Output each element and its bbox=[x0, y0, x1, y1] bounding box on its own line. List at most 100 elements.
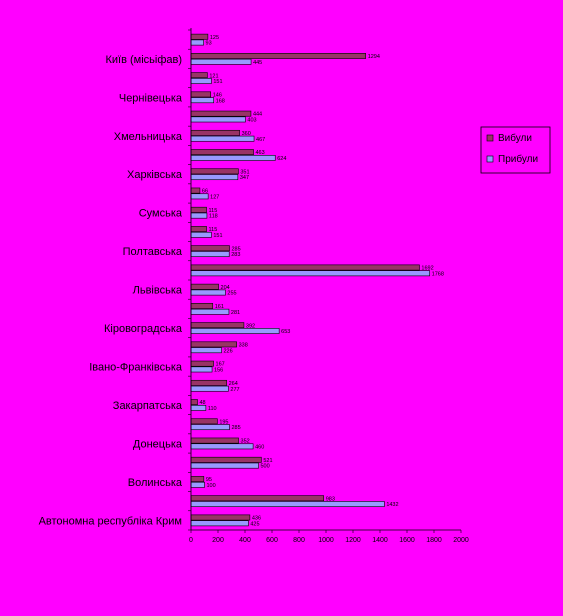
data-label-prybuly-1: 445 bbox=[253, 60, 262, 66]
category-label-11: Полтавська bbox=[123, 246, 183, 258]
data-label-vybuly-21: 352 bbox=[241, 439, 250, 445]
data-label-prybuly-8: 127 bbox=[210, 194, 219, 200]
data-labels-group: 1259312944451211511461684444033604674636… bbox=[199, 35, 443, 528]
data-label-vybuly-9: 115 bbox=[209, 208, 218, 214]
data-label-prybuly-4: 403 bbox=[247, 118, 256, 124]
bar-vybuly-2 bbox=[190, 72, 208, 79]
data-label-vybuly-5: 360 bbox=[242, 131, 251, 137]
bar-prybuly-23 bbox=[190, 481, 205, 488]
bar-vybuly-8 bbox=[190, 187, 201, 194]
bar-vybuly-0 bbox=[190, 33, 209, 40]
bar-prybuly-1 bbox=[190, 58, 252, 65]
x-tick-label-2: 400 bbox=[239, 537, 251, 544]
data-label-vybuly-4: 444 bbox=[253, 112, 262, 118]
bar-prybuly-0 bbox=[190, 39, 204, 46]
data-label-prybuly-15: 653 bbox=[281, 329, 290, 335]
bar-prybuly-15 bbox=[190, 328, 280, 334]
bar-prybuly-3 bbox=[190, 97, 214, 104]
x-tick-label-8: 1600 bbox=[399, 537, 415, 544]
data-label-vybuly-14: 161 bbox=[215, 304, 224, 310]
bar-prybuly-11 bbox=[190, 251, 230, 257]
bar-prybuly-18 bbox=[190, 385, 229, 392]
bar-vybuly-15 bbox=[190, 322, 245, 329]
legend-swatch-1 bbox=[486, 155, 494, 163]
bar-vybuly-22 bbox=[190, 456, 262, 463]
category-label-23: Волинська bbox=[128, 477, 183, 489]
bar-vybuly-4 bbox=[190, 110, 252, 117]
bar-vybuly-14 bbox=[190, 303, 214, 309]
category-label-25: Автономна республіка Крим bbox=[39, 515, 182, 527]
legend-box bbox=[480, 126, 551, 174]
bar-vybuly-12 bbox=[190, 264, 420, 271]
x-tick-label-9: 1800 bbox=[426, 537, 442, 544]
category-label-9: Сумська bbox=[139, 208, 183, 220]
bar-vybuly-7 bbox=[190, 168, 239, 175]
legend-swatch-0 bbox=[486, 134, 494, 142]
data-label-vybuly-8: 66 bbox=[202, 189, 208, 195]
category-label-1: Київ (місьіфав) bbox=[105, 54, 182, 66]
x-tick-label-4: 800 bbox=[293, 537, 305, 544]
category-label-15: Кіровоградська bbox=[104, 323, 183, 335]
data-label-prybuly-7: 347 bbox=[240, 175, 249, 181]
data-label-vybuly-13: 204 bbox=[221, 285, 230, 291]
data-label-prybuly-13: 255 bbox=[227, 291, 236, 297]
data-label-prybuly-5: 467 bbox=[256, 137, 265, 143]
data-label-prybuly-17: 156 bbox=[214, 368, 223, 374]
data-label-prybuly-11: 283 bbox=[231, 252, 240, 258]
category-label-19: Закарпатська bbox=[113, 400, 183, 412]
bar-prybuly-16 bbox=[190, 347, 222, 354]
category-label-5: Хмельницька bbox=[114, 131, 183, 143]
category-label-13: Львівська bbox=[133, 285, 183, 297]
data-label-vybuly-17: 167 bbox=[216, 362, 225, 368]
data-label-prybuly-14: 281 bbox=[231, 310, 240, 316]
bar-prybuly-22 bbox=[190, 462, 259, 469]
data-label-prybuly-19: 110 bbox=[208, 406, 217, 412]
data-label-vybuly-10: 115 bbox=[209, 227, 218, 233]
data-label-prybuly-18: 277 bbox=[230, 387, 239, 393]
data-label-prybuly-9: 118 bbox=[209, 214, 218, 220]
bar-vybuly-10 bbox=[190, 226, 207, 232]
data-label-vybuly-2: 121 bbox=[209, 73, 218, 79]
data-label-vybuly-0: 125 bbox=[210, 35, 219, 41]
data-label-vybuly-16: 338 bbox=[239, 343, 248, 349]
bars-group bbox=[190, 33, 430, 527]
data-label-vybuly-3: 146 bbox=[213, 93, 222, 99]
x-tick-label-0: 0 bbox=[189, 537, 193, 544]
bar-prybuly-12 bbox=[190, 270, 430, 277]
bar-vybuly-6 bbox=[190, 149, 254, 155]
data-label-prybuly-21: 460 bbox=[255, 444, 264, 450]
legend-label-1: Прибули bbox=[498, 153, 538, 165]
data-label-prybuly-24: 1432 bbox=[386, 502, 398, 508]
bar-vybuly-3 bbox=[190, 91, 212, 98]
x-tick-label-10: 2000 bbox=[453, 537, 469, 544]
category-label-7: Харківська bbox=[127, 169, 183, 181]
data-label-prybuly-0: 93 bbox=[206, 41, 212, 47]
bar-prybuly-24 bbox=[190, 501, 385, 507]
bar-vybuly-20 bbox=[190, 418, 218, 425]
data-label-vybuly-25: 436 bbox=[252, 516, 261, 522]
data-label-vybuly-12: 1692 bbox=[421, 266, 433, 272]
x-tick-label-3: 600 bbox=[266, 537, 278, 544]
bar-vybuly-9 bbox=[190, 206, 207, 213]
data-label-prybuly-20: 285 bbox=[231, 425, 240, 431]
bar-vybuly-18 bbox=[190, 379, 227, 386]
data-label-prybuly-10: 151 bbox=[213, 233, 222, 239]
x-tick-label-1: 200 bbox=[212, 537, 224, 544]
data-label-vybuly-19: 48 bbox=[199, 400, 205, 406]
bar-vybuly-21 bbox=[190, 437, 239, 444]
bar-vybuly-1 bbox=[190, 53, 366, 59]
data-label-prybuly-2: 151 bbox=[213, 79, 222, 85]
data-label-vybuly-11: 285 bbox=[231, 246, 240, 252]
bar-vybuly-5 bbox=[190, 129, 240, 136]
bar-prybuly-25 bbox=[190, 520, 249, 527]
data-label-prybuly-16: 226 bbox=[224, 348, 233, 354]
legend: Вибули Прибули bbox=[480, 126, 551, 174]
bar-vybuly-13 bbox=[190, 283, 219, 290]
bar-prybuly-2 bbox=[190, 78, 212, 84]
data-label-prybuly-12: 1768 bbox=[432, 271, 444, 277]
bar-vybuly-16 bbox=[190, 341, 237, 348]
axes-group: 0 200 400 600 800 1000 1200 1400 1600 1800 2000 bbox=[188, 28, 469, 544]
data-label-prybuly-22: 500 bbox=[261, 464, 270, 470]
x-tick-label-5: 1000 bbox=[318, 537, 334, 544]
